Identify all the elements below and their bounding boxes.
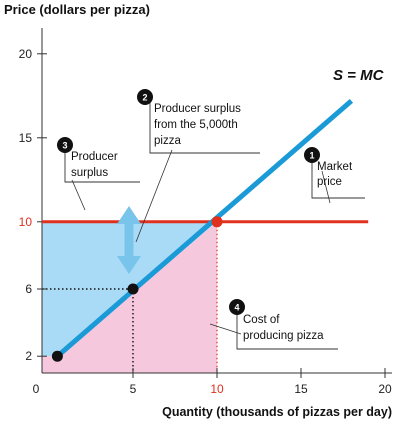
annotation-text: Market [317,161,353,173]
annotation-text: Cost of [243,314,280,326]
badge-number: 4 [234,303,239,313]
annotation-cost-of-producing: 4 Cost of producing pizza [229,299,338,350]
annotation-text: surplus [71,167,108,179]
annotation-text: Producer [71,151,118,163]
annotation-market-price: 1 Market price [304,147,365,199]
data-point [51,350,63,362]
supply-curve-label: S = MC [333,67,385,84]
y-tick-label: 2 [25,349,32,363]
annotation-producer-surplus-5000th: 2 Producer surplus from the 5,000th pizz… [137,89,260,154]
badge-number: 2 [142,93,147,103]
x-axis-title: Quantity (thousands of pizzas per day) [162,405,392,419]
tick-labels: 2 6 10 15 20 0 5 10 15 20 [19,47,392,396]
y-tick-label: 6 [25,282,32,296]
data-point [211,216,223,228]
data-point [127,283,139,295]
annotation-text: from the 5,000th [154,119,238,131]
x-tick-label: 0 [33,382,40,396]
producer-surplus-arrow [117,206,141,274]
tick-marks [37,53,386,378]
x-tick-label: 20 [378,382,392,396]
annotation-text: Producer surplus [154,103,241,115]
badge-number: 3 [62,141,67,151]
y-tick-label: 15 [19,131,33,145]
y-axis-title: Price (dollars per pizza) [4,2,150,17]
annotation-text: pizza [154,135,181,147]
x-tick-label: 10 [210,382,224,396]
y-tick-label: 10 [19,215,33,229]
x-tick-label: 15 [294,382,308,396]
annotation-text: price [317,176,342,188]
supply-curve [55,98,354,359]
x-tick-label: 5 [130,382,137,396]
badge-number: 1 [309,151,314,161]
curve-points [51,216,223,362]
y-tick-label: 20 [19,47,33,61]
cost-region [42,221,217,373]
annotation-producer-surplus: 3 Producer surplus [57,137,140,183]
leader-lines [71,149,331,335]
annotation-text: producing pizza [243,330,324,342]
